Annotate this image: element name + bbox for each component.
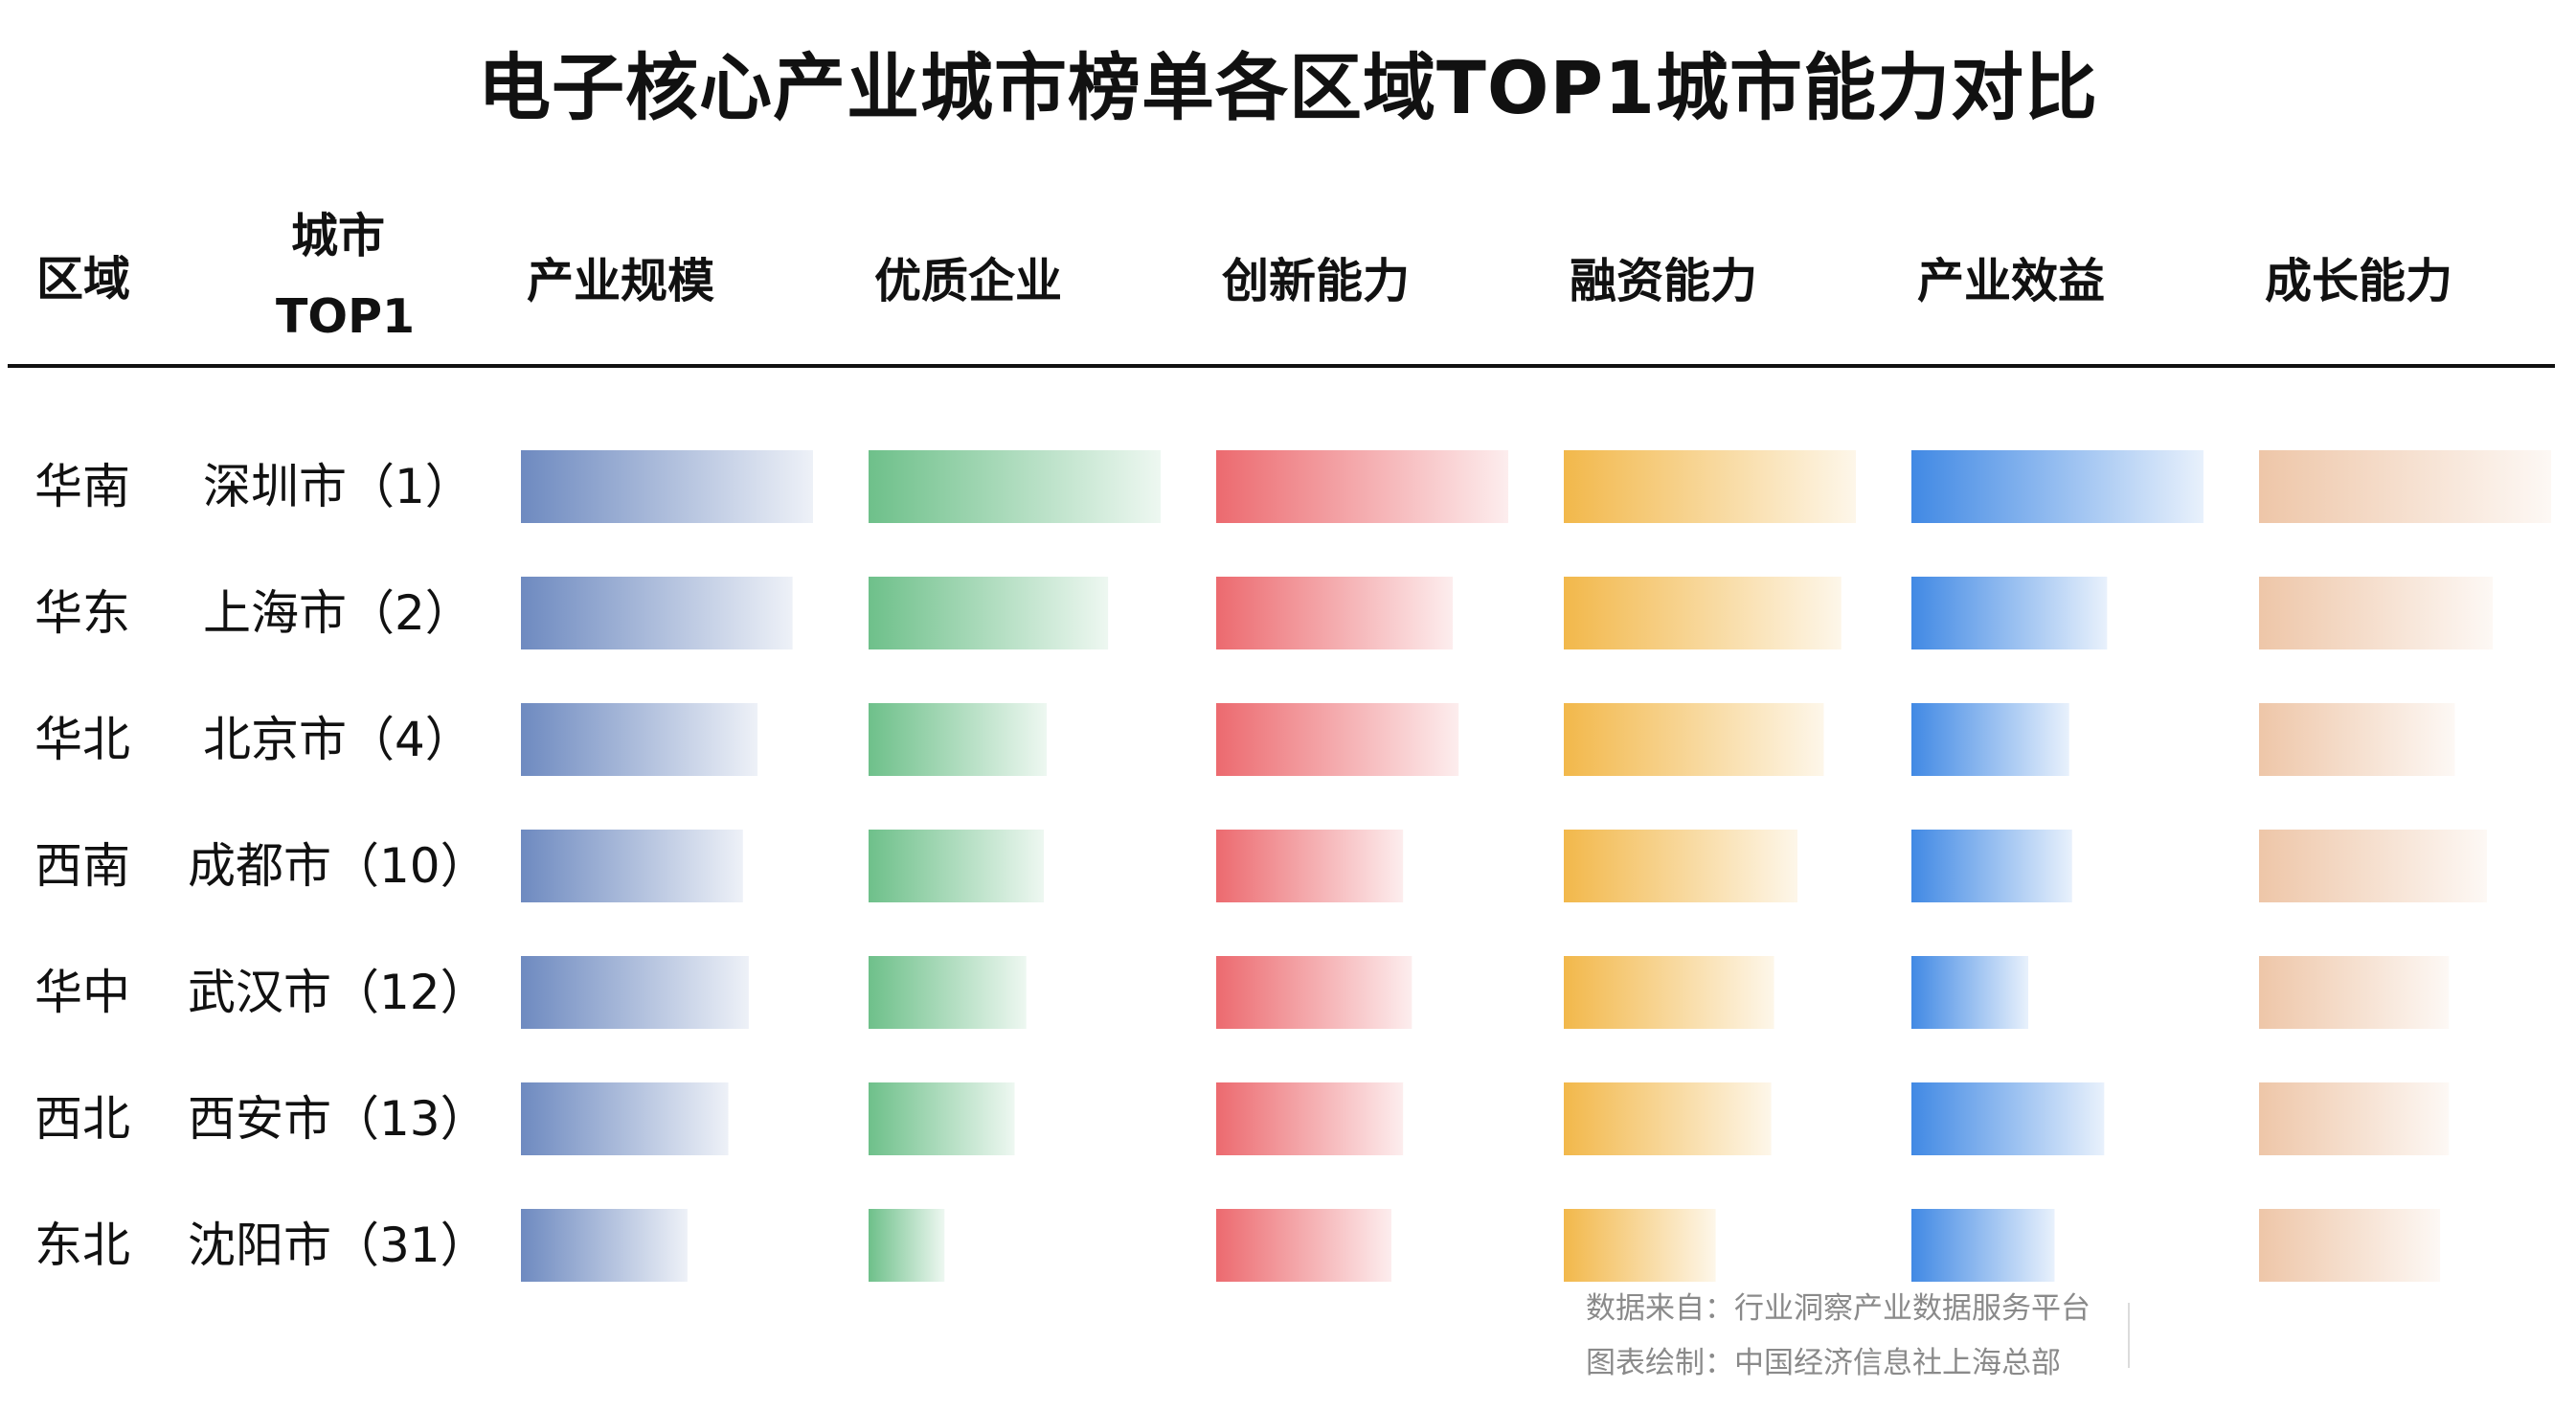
city-label: 北京市（4） — [203, 712, 473, 767]
bar — [2259, 1082, 2450, 1155]
chart-title: 电子核心产业城市榜单各区域TOP1城市能力对比 — [477, 45, 2099, 130]
bar — [1216, 830, 1404, 902]
header-city-line1: 城市 — [290, 209, 385, 263]
footer-credit: 图表绘制：中国经济信息社上海总部 — [1586, 1346, 2061, 1380]
bar — [1216, 1082, 1404, 1155]
bar — [1911, 956, 2028, 1029]
bar — [1216, 956, 1412, 1029]
bar — [1564, 1082, 1772, 1155]
bar — [1911, 1082, 2105, 1155]
bar — [1216, 450, 1508, 523]
header-region: 区域 — [36, 252, 131, 307]
bar — [869, 830, 1044, 902]
bar — [521, 1209, 688, 1282]
city-label: 西安市（13） — [188, 1091, 488, 1147]
header-city-line2: TOP1 — [276, 289, 416, 344]
city-label: 沈阳市（31） — [188, 1218, 488, 1273]
city-label: 成都市（10） — [188, 838, 488, 894]
bar — [1564, 577, 1842, 649]
city-label: 深圳市（1） — [203, 459, 473, 514]
bar — [2259, 830, 2487, 902]
footer: 数据来自：行业洞察产业数据服务平台 图表绘制：中国经济信息社上海总部 — [1586, 1282, 2090, 1391]
series-header: 成长能力 — [2265, 254, 2452, 308]
bar — [1216, 1209, 1391, 1282]
city-label: 上海市（2） — [203, 585, 473, 641]
bar — [2259, 703, 2455, 776]
bar — [1216, 577, 1454, 649]
bar — [869, 956, 1027, 1029]
series-header: 创新能力 — [1222, 254, 1410, 308]
bar — [2259, 577, 2493, 649]
region-label: 西北 — [34, 1091, 130, 1147]
header-rule — [8, 364, 2555, 368]
bar — [1216, 703, 1459, 776]
bar — [1911, 703, 2069, 776]
region-label: 华南 — [34, 459, 130, 514]
bar — [1911, 450, 2203, 523]
region-label: 华中 — [34, 965, 130, 1020]
bar — [521, 956, 749, 1029]
bar — [869, 450, 1161, 523]
bar — [1564, 830, 1797, 902]
footer-divider — [2128, 1303, 2130, 1368]
bar — [1564, 450, 1856, 523]
bar — [1911, 577, 2108, 649]
series-header: 产业规模 — [527, 254, 714, 308]
header-city: 城市 TOP1 — [276, 196, 416, 357]
bar — [869, 577, 1109, 649]
region-label: 东北 — [34, 1218, 130, 1273]
bar — [521, 577, 793, 649]
bar — [1564, 1209, 1716, 1282]
region-label: 华东 — [34, 585, 130, 641]
city-label: 武汉市（12） — [188, 965, 488, 1020]
bar — [521, 703, 758, 776]
bar — [1911, 830, 2072, 902]
series-header: 融资能力 — [1570, 254, 1757, 308]
series-header: 优质企业 — [874, 254, 1062, 308]
bar — [521, 1082, 729, 1155]
bar — [2259, 956, 2450, 1029]
bar — [869, 1082, 1015, 1155]
bar — [869, 1209, 945, 1282]
footer-source: 数据来自：行业洞察产业数据服务平台 — [1586, 1291, 2090, 1326]
bar — [1564, 703, 1824, 776]
bar — [2259, 1209, 2441, 1282]
region-label: 华北 — [34, 712, 130, 767]
bar — [521, 830, 743, 902]
bar — [2259, 450, 2551, 523]
bar — [869, 703, 1048, 776]
region-label: 西南 — [34, 838, 130, 894]
bar — [521, 450, 813, 523]
bar — [1911, 1209, 2055, 1282]
bar — [1564, 956, 1774, 1029]
series-header: 产业效益 — [1917, 254, 2105, 308]
